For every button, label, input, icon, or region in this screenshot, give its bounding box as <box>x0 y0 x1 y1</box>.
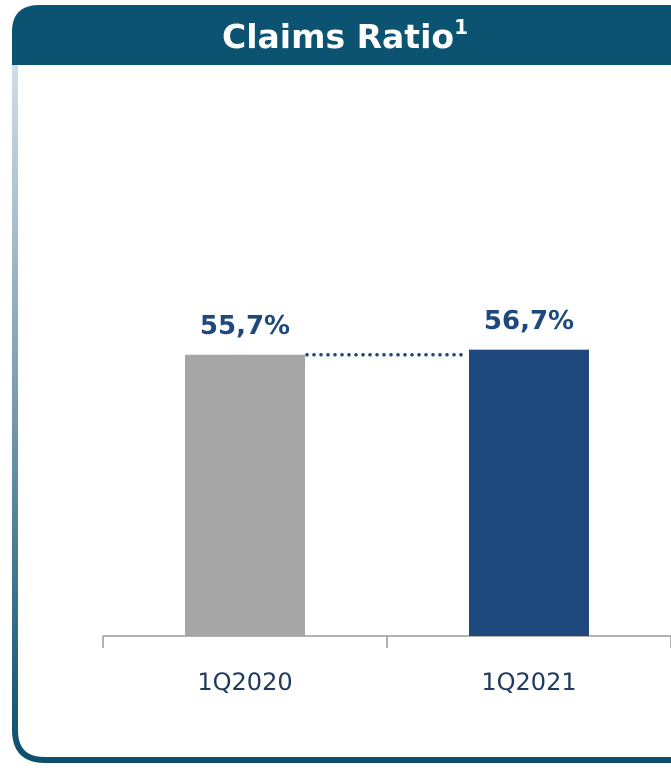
chart-title: Claims Ratio1 <box>222 15 468 56</box>
title-text: Claims Ratio <box>222 17 454 56</box>
x-tick-label: 1Q2020 <box>197 668 292 696</box>
bar <box>185 354 305 636</box>
x-tick-label: 1Q2021 <box>481 668 576 696</box>
title-footnote: 1 <box>454 15 468 39</box>
value-label: 56,7% <box>484 306 574 336</box>
value-label: 55,7% <box>200 311 290 341</box>
header-band <box>12 5 671 65</box>
bar <box>469 349 589 636</box>
